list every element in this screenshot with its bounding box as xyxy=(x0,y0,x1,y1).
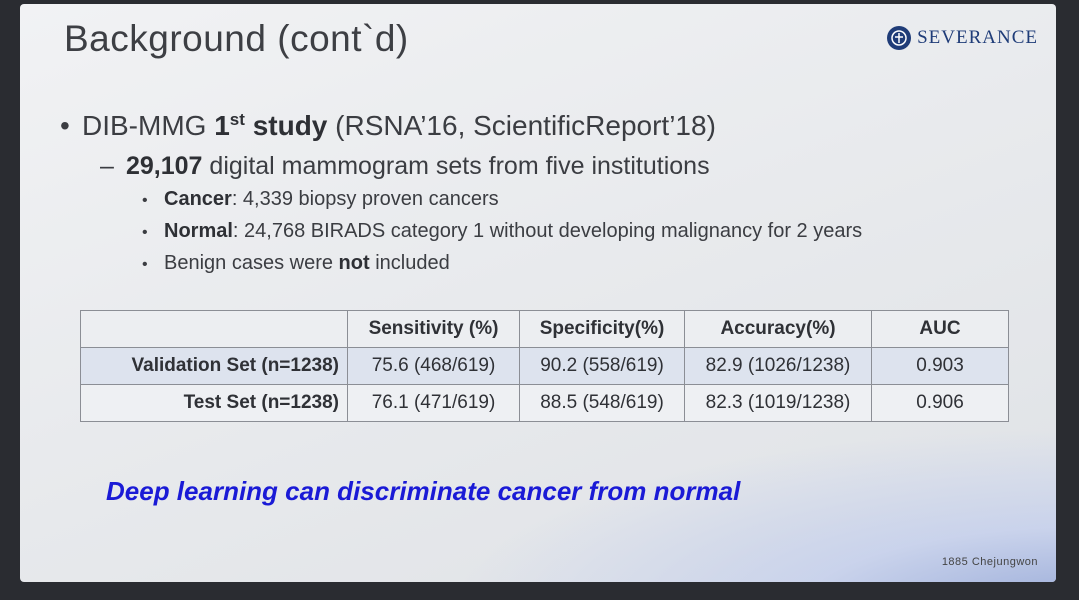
bullet-icon: • xyxy=(60,110,70,141)
table-cell: 75.6 (468/619) xyxy=(347,347,520,385)
table-header-cell: AUC xyxy=(871,310,1009,348)
table-cell: 76.1 (471/619) xyxy=(347,384,520,422)
table-cell: 82.9 (1026/1238) xyxy=(684,347,872,385)
table-header-row: Sensitivity (%) Specificity(%) Accuracy(… xyxy=(80,310,1009,348)
bullet-study: • DIB-MMG 1st study (RSNA’16, ScientificR… xyxy=(60,110,716,142)
sub-item-benign: • Benign cases were not included xyxy=(142,252,450,275)
row-label: Validation Set (n=1238) xyxy=(80,347,348,385)
table-header-cell xyxy=(80,310,348,348)
bullet-dataset: –29,107 digital mammogram sets from five… xyxy=(100,152,710,181)
bullet-icon: • xyxy=(142,256,148,273)
sub-item-normal: • Normal: 24,768 BIRADS category 1 withou… xyxy=(142,220,862,243)
sub-item-text: included xyxy=(369,252,450,274)
dash-icon: – xyxy=(100,152,114,180)
bullet-icon: • xyxy=(142,192,148,209)
table-header-cell: Sensitivity (%) xyxy=(347,310,520,348)
table-cell: 88.5 (548/619) xyxy=(519,384,685,422)
dataset-count: 29,107 xyxy=(126,152,203,180)
sub-item-emphasis: not xyxy=(338,252,370,274)
footer-text: 1885 Chejungwon xyxy=(941,556,1038,568)
table-cell: 0.903 xyxy=(871,347,1009,385)
row-label: Test Set (n=1238) xyxy=(80,384,348,422)
sub-item-text: : 24,768 BIRADS category 1 without devel… xyxy=(232,220,863,242)
logo-name: SEVERANCE xyxy=(917,27,1038,48)
bullet-study-num: 1 xyxy=(214,110,230,141)
table-header-cell: Specificity(%) xyxy=(519,310,685,348)
dataset-desc: digital mammogram sets from five institu… xyxy=(202,152,710,180)
table-cell: 82.3 (1019/1238) xyxy=(684,384,872,422)
bullet-study-rest: (RSNA’16, ScientificReport’18) xyxy=(327,110,716,141)
sub-item-text: : 4,339 biopsy proven cancers xyxy=(231,188,499,210)
table-row: Validation Set (n=1238) 75.6 (468/619) 9… xyxy=(80,347,1009,385)
shield-icon xyxy=(887,26,912,50)
table-cell: 90.2 (558/619) xyxy=(519,347,685,385)
sub-item-label: Cancer xyxy=(164,188,232,210)
table-cell: 0.906 xyxy=(871,384,1009,422)
slide: Background (cont`d) SEVERANCE • DIB-MMG 1… xyxy=(20,4,1056,582)
decorative-wave xyxy=(396,412,1056,582)
sub-item-label: Normal xyxy=(164,220,233,242)
bullet-study-word: study xyxy=(244,110,328,141)
bullet-icon: • xyxy=(142,224,148,241)
bullet-study-prefix: DIB-MMG xyxy=(82,110,215,141)
results-table: Sensitivity (%) Specificity(%) Accuracy(… xyxy=(80,310,1009,422)
slide-title: Background (cont`d) xyxy=(64,18,409,59)
bullet-study-sup: st xyxy=(229,110,245,129)
table-row: Test Set (n=1238) 76.1 (471/619) 88.5 (5… xyxy=(80,384,1009,422)
severance-logo: SEVERANCE xyxy=(887,26,1038,50)
table-header-cell: Accuracy(%) xyxy=(684,310,872,348)
conclusion-text: Deep learning can discriminate cancer fr… xyxy=(106,476,741,506)
sub-item-cancer: • Cancer: 4,339 biopsy proven cancers xyxy=(142,188,499,211)
sub-item-text: Benign cases were xyxy=(164,252,339,274)
